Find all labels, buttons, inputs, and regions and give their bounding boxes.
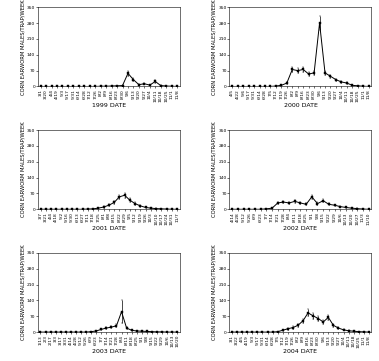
- Y-axis label: CORN EARWORM MALES/TRAP/WEEK: CORN EARWORM MALES/TRAP/WEEK: [212, 0, 217, 95]
- Y-axis label: CORN EARWORM MALES/TRAP/WEEK: CORN EARWORM MALES/TRAP/WEEK: [20, 245, 25, 340]
- X-axis label: 2000 DATE: 2000 DATE: [283, 103, 317, 108]
- Y-axis label: CORN EARWORM MALES/TRAP/WEEK: CORN EARWORM MALES/TRAP/WEEK: [20, 0, 25, 95]
- X-axis label: 2002 DATE: 2002 DATE: [283, 226, 318, 231]
- X-axis label: 2003 DATE: 2003 DATE: [92, 349, 126, 354]
- X-axis label: 2001 DATE: 2001 DATE: [92, 226, 126, 231]
- Y-axis label: CORN EARWORM MALES/TRAP/WEEK: CORN EARWORM MALES/TRAP/WEEK: [20, 122, 25, 217]
- X-axis label: 2004 DATE: 2004 DATE: [283, 349, 318, 354]
- Y-axis label: CORN EARWORM MALES/TRAP/WEEK: CORN EARWORM MALES/TRAP/WEEK: [212, 245, 217, 340]
- Y-axis label: CORN EARWORM MALES/TRAP/WEEK: CORN EARWORM MALES/TRAP/WEEK: [212, 122, 217, 217]
- X-axis label: 1999 DATE: 1999 DATE: [92, 103, 126, 108]
